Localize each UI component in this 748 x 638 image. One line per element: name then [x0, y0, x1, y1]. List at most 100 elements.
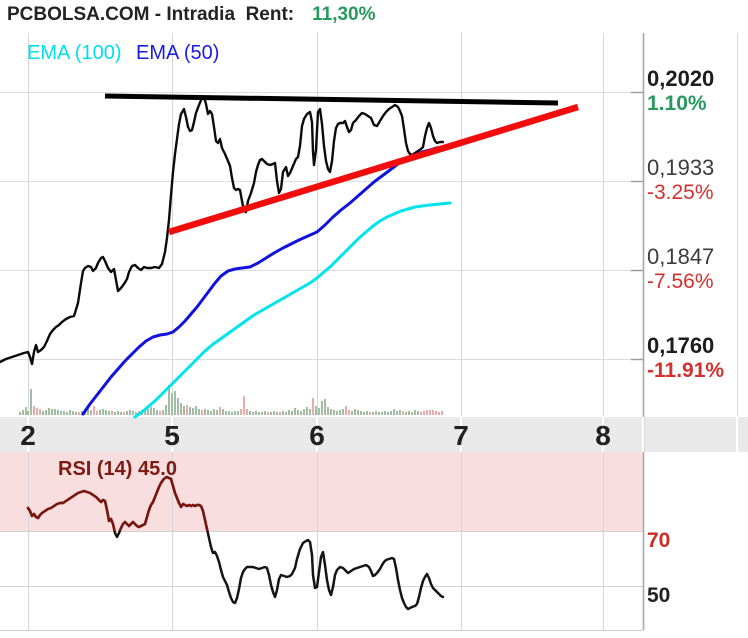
volume-bar	[144, 411, 146, 415]
volume-bar	[357, 410, 359, 415]
price-label-1: 0,1933 -3.25%	[647, 156, 747, 205]
volume-bar	[435, 411, 437, 415]
volume-bar	[429, 410, 431, 415]
rsi-line-overbought	[26, 475, 209, 531]
volume-bar	[69, 410, 71, 415]
volume-bar	[213, 409, 215, 415]
rent-value: 11,30%	[312, 4, 376, 25]
volume-bar	[27, 411, 29, 415]
legend-ema50: EMA (50)	[136, 42, 220, 64]
price-pct: -3.25%	[647, 181, 714, 204]
volume-bar	[243, 396, 245, 415]
volume-bar	[270, 412, 272, 415]
axis-strip-tick	[460, 417, 462, 452]
legend: EMA (100) EMA (50)	[27, 42, 219, 65]
volume-bar	[414, 410, 416, 415]
volume-bar	[294, 408, 296, 415]
volume-bar	[231, 412, 233, 415]
volume-bar	[297, 410, 299, 415]
volume-bar	[174, 391, 176, 415]
volume-bar	[234, 411, 236, 415]
volume-bar	[186, 405, 188, 415]
volume-bar	[150, 407, 152, 415]
axis-strip-tick	[736, 417, 738, 452]
ema50-line	[81, 145, 445, 416]
volume-bar	[423, 411, 425, 415]
volume-bar	[306, 407, 308, 415]
volume-bar	[228, 411, 230, 415]
volume-bar	[126, 411, 128, 415]
volume-bar	[336, 411, 338, 415]
volume-bar	[153, 408, 155, 415]
price-value: 0,1760	[647, 333, 715, 358]
price-line	[0, 95, 445, 366]
volume-bar	[222, 409, 224, 415]
volume-bar	[408, 411, 410, 415]
volume-bar	[147, 409, 149, 415]
price-pct: -7.56%	[647, 270, 714, 293]
rsi-label: RSI (14) 45.0	[58, 458, 177, 480]
volume-bar	[72, 411, 74, 415]
volume-bar	[267, 412, 269, 415]
volume-bar	[159, 411, 161, 415]
volume-bar	[183, 406, 185, 415]
volume-bar	[42, 411, 44, 415]
volume-bar	[129, 410, 131, 415]
axis-strip-tick	[27, 417, 29, 452]
volume-bar	[66, 412, 68, 415]
volume-bar	[420, 412, 422, 415]
volume-bar	[87, 408, 89, 415]
volume-bar	[378, 412, 380, 415]
volume-bar	[93, 406, 95, 415]
volume-bar	[25, 407, 27, 415]
volume-bar	[102, 409, 104, 415]
volume-bar	[39, 409, 41, 415]
price-pct: 1.10%	[647, 92, 707, 115]
price-value: 0,1847	[647, 244, 715, 269]
volume-bar	[111, 411, 113, 415]
volume-bar	[162, 410, 164, 415]
volume-bar	[432, 410, 434, 415]
x-axis-label-5: 5	[164, 420, 180, 451]
volume-bar	[240, 409, 242, 415]
volume-bar	[345, 406, 347, 415]
volume-bar	[30, 389, 32, 415]
volume-bar	[384, 411, 386, 415]
volume-bar	[90, 410, 92, 415]
volume-bar	[105, 410, 107, 415]
volume-bar	[57, 410, 59, 415]
axis-strip-tick	[316, 417, 318, 452]
x-axis-label-2: 2	[20, 420, 36, 451]
volume-bar	[216, 410, 218, 415]
volume-bar	[396, 411, 398, 415]
volume-bar	[246, 409, 248, 415]
volume-bar	[219, 407, 221, 415]
volume-bar	[342, 409, 344, 415]
volume-bar	[180, 403, 182, 415]
volume-bar	[123, 412, 125, 415]
volume-bar	[195, 406, 197, 415]
volume-bar	[381, 412, 383, 415]
volume-bar	[393, 409, 395, 415]
volume-bar	[54, 409, 56, 415]
volume-bar	[315, 406, 317, 415]
volume-bar	[78, 412, 80, 415]
volume-bar	[318, 408, 320, 415]
price-value: 0,2020	[647, 66, 715, 91]
axis-strip-tick	[602, 417, 604, 452]
volume-bar	[36, 408, 38, 415]
price-value: 0,1933	[647, 155, 715, 180]
volume-bar	[192, 408, 194, 415]
volume-bar	[276, 412, 278, 415]
volume-bar	[312, 398, 314, 415]
volume-bar	[225, 411, 227, 415]
volume-bar	[132, 411, 134, 415]
volume-bar	[207, 410, 209, 415]
axis-strip-tick	[642, 417, 644, 452]
volume-bar	[330, 409, 332, 415]
volume-bar	[48, 408, 50, 415]
volume-bar	[255, 411, 257, 415]
volume-bar	[198, 409, 200, 415]
volume-bar	[117, 411, 119, 415]
